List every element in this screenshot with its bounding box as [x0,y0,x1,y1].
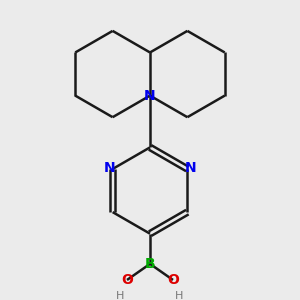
Text: H: H [175,291,184,300]
Text: N: N [144,88,156,103]
Text: N: N [103,161,115,175]
Text: O: O [167,273,179,287]
Text: N: N [185,161,196,175]
Text: B: B [145,257,155,271]
Text: H: H [116,291,125,300]
Text: O: O [121,273,133,287]
